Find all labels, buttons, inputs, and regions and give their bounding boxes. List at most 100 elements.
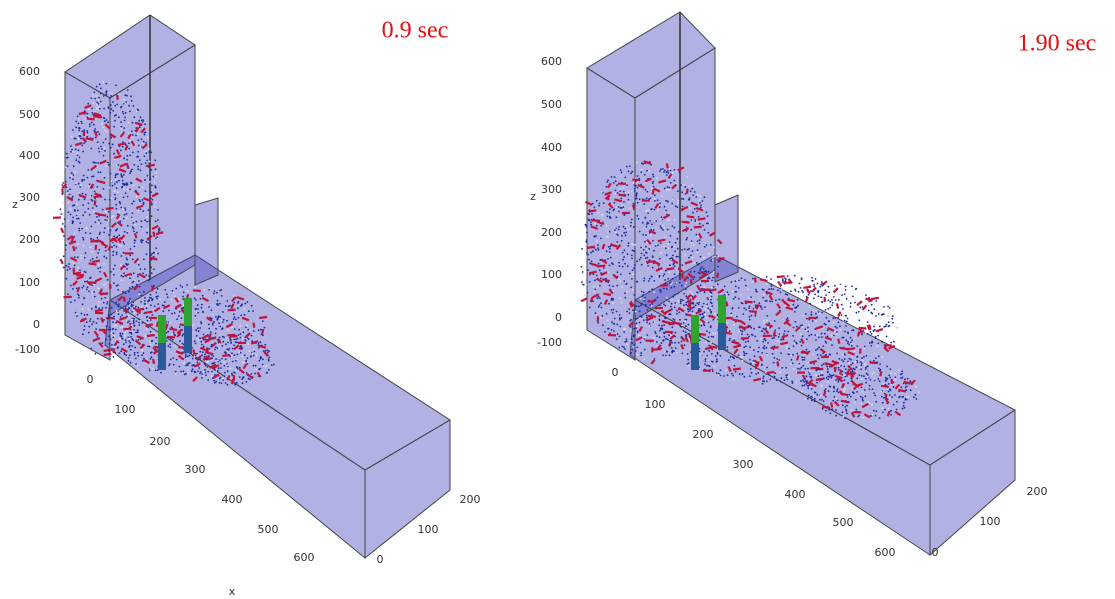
particle (84, 325, 86, 327)
particle (268, 369, 270, 371)
particle (93, 124, 95, 126)
particle (68, 263, 70, 265)
particle (876, 410, 878, 412)
particle (127, 225, 129, 227)
particle (103, 284, 105, 286)
particle (647, 309, 649, 311)
particle (70, 175, 72, 177)
particle (609, 231, 611, 233)
particle (106, 94, 108, 96)
particle (877, 343, 879, 345)
particle (152, 199, 154, 201)
particle (115, 302, 117, 304)
particle (690, 190, 692, 192)
particle (666, 174, 668, 176)
particle (754, 315, 756, 317)
particle (133, 272, 135, 274)
particle (595, 249, 597, 251)
particle (238, 317, 240, 319)
particle (192, 358, 194, 360)
particle (174, 334, 176, 336)
fiber (733, 320, 741, 322)
particle (126, 268, 128, 270)
particle (712, 256, 714, 258)
particle (217, 318, 219, 320)
particle (106, 257, 108, 259)
particle (882, 356, 884, 358)
particle (110, 332, 112, 334)
particle (906, 399, 908, 401)
particle (800, 325, 802, 327)
particle (226, 300, 228, 302)
particle (71, 149, 73, 151)
particle (125, 209, 127, 211)
particle (240, 315, 242, 317)
particle (886, 366, 888, 368)
particle (915, 394, 917, 396)
particle (845, 372, 847, 374)
particle (837, 317, 839, 319)
particle (619, 317, 621, 319)
particle (672, 296, 674, 298)
particle (681, 353, 683, 355)
particle (258, 329, 260, 331)
particle (698, 303, 700, 305)
particle (821, 336, 823, 338)
particle (828, 321, 830, 323)
particle (696, 211, 698, 213)
particle (845, 315, 847, 317)
particle (204, 289, 206, 291)
particle (103, 155, 105, 157)
particle (225, 358, 227, 360)
particle (115, 114, 117, 116)
particle (640, 342, 642, 344)
particle (74, 264, 76, 266)
particle (708, 350, 710, 352)
particle (694, 191, 696, 193)
particle (98, 97, 100, 99)
particle (829, 374, 831, 376)
particle (626, 343, 628, 345)
particle (641, 264, 643, 266)
particle (642, 222, 644, 224)
particle (701, 200, 703, 202)
particle (845, 289, 847, 291)
particle (726, 322, 728, 324)
particle (133, 230, 135, 232)
particle (796, 343, 798, 345)
particle (663, 320, 665, 322)
particle (699, 339, 701, 341)
particle (707, 232, 709, 234)
particle (877, 345, 879, 347)
particle (613, 182, 615, 184)
particle (825, 396, 827, 398)
particle (815, 339, 817, 341)
particle (629, 165, 631, 167)
z-tick-label: 200 (541, 226, 562, 239)
particle (855, 288, 857, 290)
particle (685, 288, 687, 290)
particle (119, 203, 121, 205)
particle (197, 327, 199, 329)
particle (621, 317, 623, 319)
particle (84, 271, 86, 273)
particle (871, 321, 873, 323)
fiber (658, 240, 666, 242)
particle (823, 378, 825, 380)
particle (804, 368, 806, 370)
particle (680, 302, 682, 304)
particle (112, 337, 114, 339)
particle (597, 286, 599, 288)
particle (173, 364, 175, 366)
particle (118, 303, 120, 305)
particle (235, 369, 237, 371)
particle (647, 265, 649, 267)
particle (117, 289, 119, 291)
particle (633, 250, 635, 252)
particle (593, 290, 595, 292)
particle (78, 150, 80, 152)
particle (128, 315, 130, 317)
particle (266, 372, 268, 374)
particle (152, 176, 154, 178)
particle (260, 358, 262, 360)
